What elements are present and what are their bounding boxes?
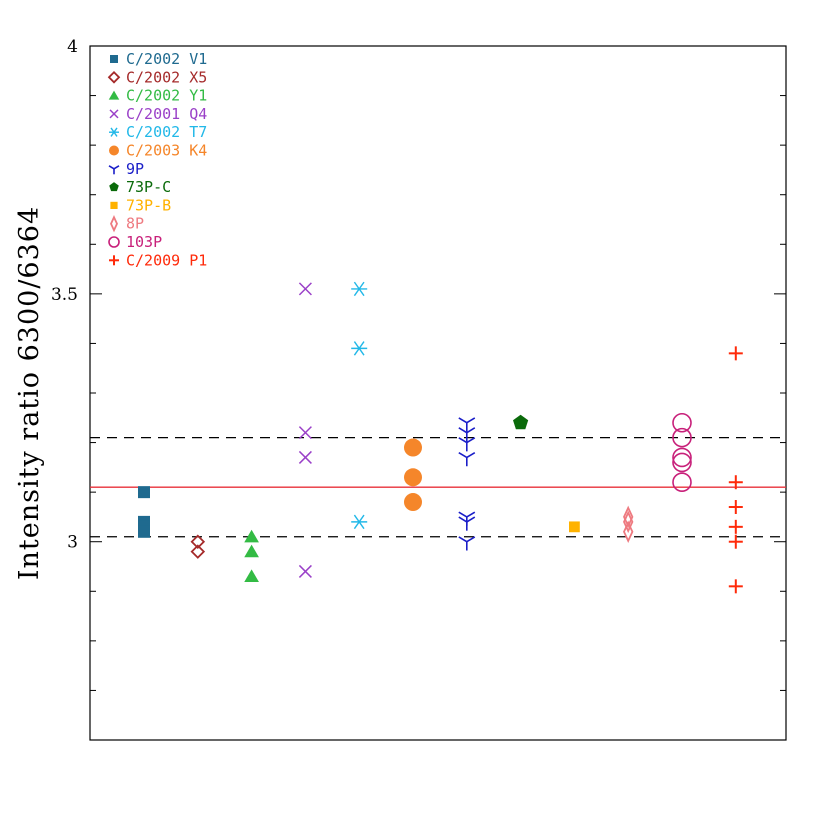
series-9P	[458, 417, 476, 551]
legend-marker	[110, 215, 118, 233]
legend-item: 103P	[108, 233, 162, 251]
legend-marker	[109, 145, 119, 156]
data-point	[672, 447, 692, 468]
y-axis-tick-labels: 33.54	[51, 37, 78, 553]
y-tick-label: 3.5	[51, 285, 78, 305]
series-8P	[623, 505, 634, 544]
legend-label: C/2009 P1	[126, 251, 207, 269]
legend-label: 8P	[126, 215, 144, 233]
legend-marker	[108, 236, 120, 248]
legend-item: C/2002 Y1	[108, 87, 207, 105]
data-point	[351, 281, 368, 297]
data-point	[728, 475, 743, 490]
data-point	[458, 417, 476, 432]
data-point	[623, 520, 634, 544]
legend-label: 9P	[126, 160, 144, 178]
data-point	[672, 412, 692, 433]
legend-label: C/2002 X5	[126, 68, 207, 86]
legend-marker	[110, 201, 118, 209]
series-C/2009 P1	[728, 346, 743, 594]
data-point	[298, 564, 312, 578]
data-point	[190, 544, 206, 559]
y-axis-label: Intensity ratio 6300/6364	[14, 206, 45, 580]
legend-item: C/2003 K4	[109, 142, 207, 160]
legend-marker	[108, 165, 120, 175]
legend-marker	[109, 109, 119, 119]
data-point	[728, 346, 743, 361]
legend-label: C/2001 Q4	[126, 105, 207, 123]
data-point	[569, 521, 580, 533]
legend-label: 103P	[126, 233, 162, 251]
data-point	[351, 341, 368, 356]
series-C/2003 K4	[404, 438, 422, 512]
series-C/2002 X5	[190, 534, 206, 559]
data-point	[728, 579, 743, 594]
legend-label: 73P-C	[126, 178, 171, 196]
data-point	[351, 514, 368, 530]
data-point	[244, 529, 259, 543]
data-point	[298, 282, 312, 296]
data-point	[458, 437, 476, 452]
legend-marker	[109, 182, 119, 192]
legend-label: C/2002 T7	[126, 123, 207, 141]
legend-item: C/2002 V1	[110, 50, 207, 68]
data-point	[404, 438, 422, 457]
data-point	[458, 451, 476, 467]
y-axis-ticks	[90, 45, 786, 741]
series-C/2002 Y1	[244, 529, 259, 583]
data-point	[298, 426, 312, 440]
legend-marker	[109, 127, 119, 137]
legend-label: C/2003 K4	[126, 142, 207, 160]
data-point	[458, 536, 476, 551]
data-point	[138, 525, 150, 538]
data-point	[298, 450, 312, 464]
data-point	[404, 468, 422, 487]
series-C/2002 V1	[138, 486, 150, 538]
legend-marker	[107, 71, 121, 84]
series-73P-B	[569, 521, 580, 533]
legend-label: C/2002 Y1	[126, 87, 207, 105]
data-point	[513, 414, 529, 430]
data-point	[404, 493, 422, 512]
legend-item: C/2002 T7	[109, 123, 207, 141]
data-point	[190, 534, 206, 549]
y-tick-label: 3	[67, 533, 78, 553]
series-73P-C	[513, 414, 529, 430]
legend-marker	[108, 90, 120, 100]
legend-item: 8P	[110, 215, 144, 233]
reference-lines	[90, 436, 786, 538]
data-point	[728, 519, 743, 534]
legend-marker	[110, 55, 118, 63]
series-C/2002 T7	[351, 281, 368, 530]
legend-item: C/2002 X5	[107, 68, 207, 86]
data-point	[728, 534, 743, 549]
data-point	[623, 510, 634, 534]
legend-item: 9P	[108, 160, 144, 178]
data-points	[138, 281, 743, 594]
legend-marker	[109, 255, 119, 266]
data-point	[458, 427, 476, 442]
data-point	[244, 569, 259, 583]
data-point	[244, 544, 259, 558]
data-point	[623, 505, 634, 529]
legend-item: 73P-B	[110, 196, 171, 214]
legend-item: C/2001 Q4	[109, 105, 207, 123]
legend-label: 73P-B	[126, 196, 171, 214]
series-C/2001 Q4	[298, 282, 312, 578]
legend: C/2002 V1C/2002 X5C/2002 Y1C/2001 Q4C/20…	[107, 50, 207, 269]
data-point	[138, 486, 150, 499]
data-point	[458, 516, 476, 531]
series-103P	[672, 412, 692, 493]
legend-label: C/2002 V1	[126, 50, 207, 68]
data-point	[672, 472, 692, 493]
legend-item: C/2009 P1	[109, 251, 207, 269]
data-point	[672, 452, 692, 473]
legend-item: 73P-C	[109, 178, 171, 196]
data-point	[728, 500, 743, 515]
data-point	[672, 427, 692, 448]
y-tick-label: 4	[67, 37, 78, 57]
